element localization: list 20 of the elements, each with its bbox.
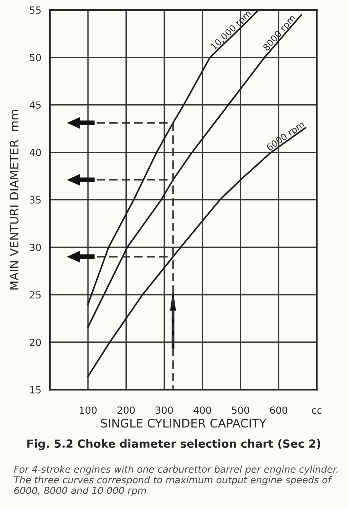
y-tick-label: 50 [30, 54, 42, 62]
y-tick-label: 20 [30, 338, 42, 346]
y-tick-label: 55 [30, 6, 41, 14]
x-tick-label: 200 [118, 406, 136, 414]
y-tick-label: 35 [30, 196, 41, 204]
x-tick-label: 100 [80, 406, 97, 414]
x-axis-title: SINGLE CYLINDER CAPACITY [101, 418, 267, 428]
y-tick-label: 40 [30, 149, 42, 156]
y-tick-label: 25 [30, 291, 41, 299]
x-tick-label: 300 [156, 406, 174, 414]
text: For 4-stroke engines with one carburettor barrel per engine cylinder. The three curves correspond to maximum output engine speeds of 6000, 8000 and 10 000 rpm [14, 466, 338, 496]
x-tick-label: 400 [194, 406, 212, 414]
x-tick-label: 500 [232, 406, 250, 414]
x-tick-label: cc [312, 408, 322, 414]
y-tick-label: 15 [30, 386, 41, 394]
y-axis-title: MAIN VENTURI DIAMETER mm [10, 110, 19, 290]
text: Fig. 5.2 Choke diameter selection chart (Sec 2) [28, 439, 320, 450]
y-tick-label: 30 [30, 244, 42, 252]
x-tick-label: 600 [270, 406, 288, 414]
y-tick-label: 45 [30, 102, 41, 109]
